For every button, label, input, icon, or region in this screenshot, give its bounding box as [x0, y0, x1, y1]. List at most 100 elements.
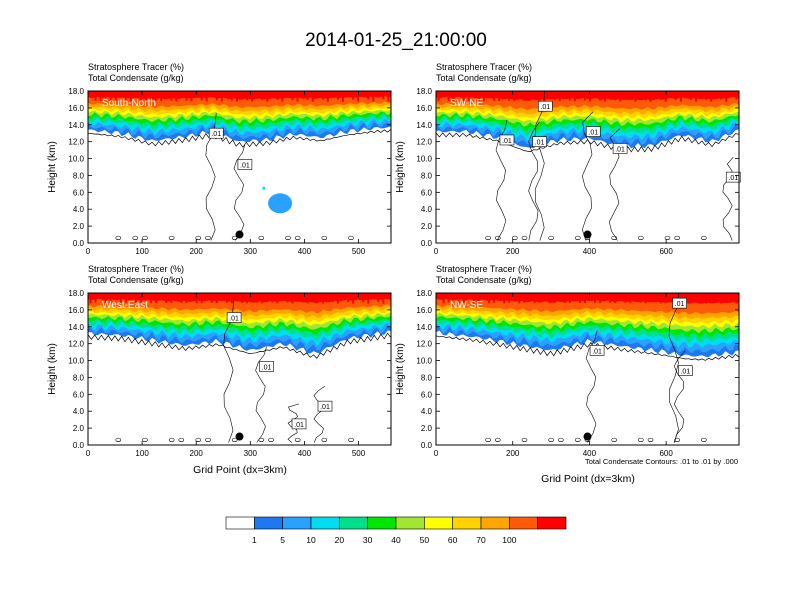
condensate-contour	[611, 437, 617, 443]
x-tick-label: 0	[86, 247, 91, 256]
tracer-streak	[624, 91, 627, 96]
colorbar-label: 70	[476, 535, 486, 545]
tracer-streak	[352, 91, 355, 100]
tracer-streak	[690, 91, 693, 100]
tracer-streak	[437, 293, 440, 298]
tracer-streak	[185, 91, 188, 101]
tracer-streak	[573, 91, 576, 102]
condensate-contour	[287, 403, 300, 443]
tracer-streak	[477, 293, 480, 303]
tracer-streak	[129, 293, 132, 297]
condensate-contour	[88, 332, 391, 359]
tracer-streak	[99, 293, 102, 297]
tracer-streak	[589, 293, 592, 297]
tracer-streak	[367, 91, 370, 100]
tracer-streak	[124, 91, 127, 101]
tracer-streak	[230, 293, 233, 304]
y-tick-label: 2.0	[421, 222, 433, 231]
y-tick-label: 8.0	[73, 171, 85, 180]
condensate-contour	[88, 129, 391, 148]
tracer-streak	[261, 293, 264, 304]
tracer-streak	[134, 293, 137, 304]
tracer-streak	[89, 91, 92, 95]
tracer-streak	[513, 91, 516, 102]
tracer-streak	[377, 293, 380, 302]
colorbar-label: 5	[280, 535, 285, 545]
tracer-streak	[508, 293, 511, 303]
tracer-streak	[614, 91, 617, 101]
tracer-streak	[357, 91, 360, 102]
tracer-streak	[452, 91, 455, 101]
y-tick-label: 6.0	[421, 188, 433, 197]
tracer-streak	[467, 293, 470, 298]
tracer-streak	[185, 293, 188, 303]
y-tick-label: 16.0	[68, 104, 84, 113]
tracer-streak	[644, 293, 647, 304]
condensate-contour	[495, 437, 501, 443]
tracer-streak	[594, 293, 597, 303]
tracer-streak	[639, 293, 642, 303]
tracer-streak	[679, 293, 682, 298]
tracer-streak	[609, 91, 612, 96]
tracer-streak	[145, 293, 148, 297]
contour-label-box	[499, 134, 515, 146]
contour-label-box	[226, 312, 242, 323]
tracer-streak	[513, 293, 516, 297]
tracer-streak	[276, 91, 279, 100]
tracer-streak	[256, 91, 259, 96]
tracer-streak	[669, 293, 672, 303]
tracer-streak	[321, 91, 324, 100]
y-tick-label: 12.0	[68, 138, 84, 147]
tracer-streak	[604, 91, 607, 102]
tracer-streak	[624, 293, 627, 303]
tracer-streak	[140, 91, 143, 101]
tracer-streak	[462, 293, 465, 303]
tracer-streak	[604, 293, 607, 297]
location-marker	[583, 230, 592, 239]
tracer-streak	[241, 91, 244, 96]
tracer-streak	[578, 91, 581, 96]
tracer-streak	[367, 293, 370, 304]
panel-header-condensate: Total Condensate (g/kg)	[88, 73, 184, 83]
condensate-contour	[575, 235, 581, 241]
condensate-contour	[233, 144, 246, 241]
condensate-contour	[701, 235, 707, 241]
tracer-streak	[387, 91, 390, 102]
tracer-streak	[119, 91, 122, 95]
tracer-streak	[296, 91, 299, 102]
contour-label: .01	[615, 146, 625, 153]
tracer-streak	[281, 91, 284, 102]
tracer-streak	[715, 91, 718, 97]
tracer-streak	[482, 293, 485, 298]
condensate-contour	[178, 437, 185, 443]
y-tick-label: 16.0	[416, 306, 432, 315]
tracer-streak	[573, 293, 576, 297]
tracer-streak	[472, 91, 475, 95]
panel-west-east: Stratosphere Tracer (%)Total Condensate …	[47, 264, 392, 458]
tracer-layer-11	[88, 293, 391, 304]
contour-label: .01	[262, 364, 272, 371]
condensate-contour	[142, 437, 148, 443]
tracer-streak	[342, 293, 345, 298]
y-tick-label: 14.0	[68, 323, 84, 332]
tracer-streak	[730, 91, 733, 97]
tracer-streak	[271, 293, 274, 303]
contour-label-box	[589, 345, 605, 356]
tracer-streak	[447, 91, 450, 102]
tracer-streak	[271, 91, 274, 96]
condensate-contour	[638, 235, 644, 241]
tracer-streak	[518, 91, 521, 95]
tracer-streak	[725, 91, 728, 102]
y-axis-label: Height (km)	[47, 343, 58, 395]
condensate-contour	[321, 235, 328, 241]
tracer-streak	[372, 91, 375, 102]
tracer-streak	[316, 293, 319, 303]
x-tick-label: 200	[190, 247, 204, 256]
tracer-streak	[215, 293, 218, 304]
condensate-contour	[142, 235, 148, 241]
contour-label: .01	[211, 131, 221, 138]
tracer-streak	[629, 293, 632, 304]
tracer-streak	[457, 293, 460, 304]
tracer-streak	[170, 293, 173, 303]
location-marker	[583, 432, 592, 441]
